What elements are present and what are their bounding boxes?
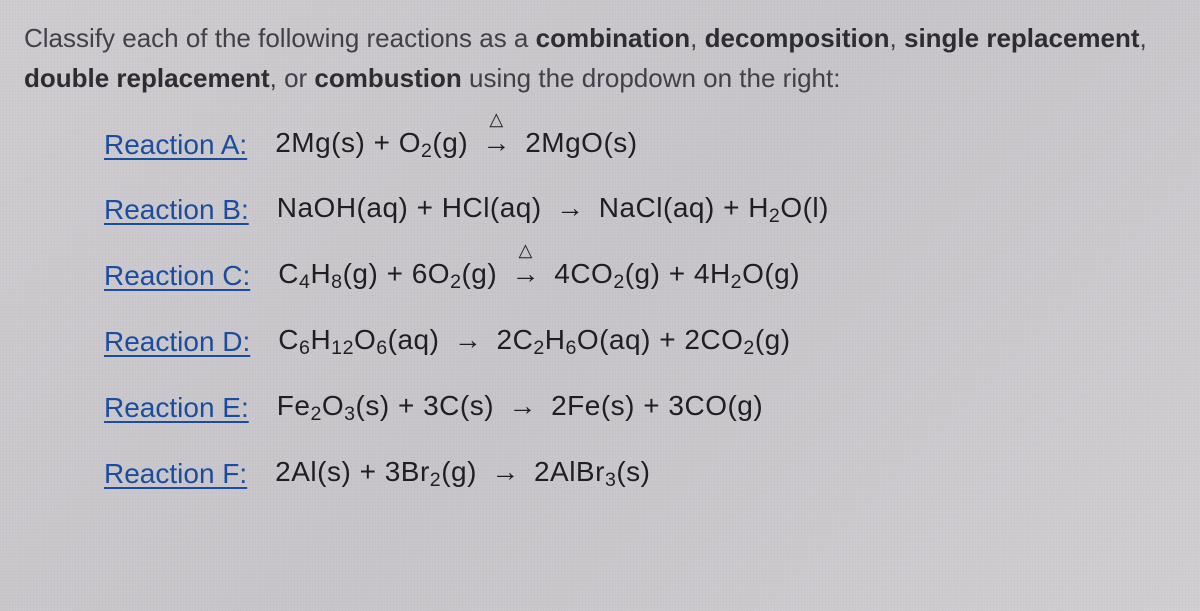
reaction-row-a: Reaction A: 2Mg(s) + O2(g) △→ 2MgO(s): [104, 127, 1176, 163]
reaction-a-equation: 2Mg(s) + O2(g) △→ 2MgO(s): [275, 127, 637, 163]
reaction-c-equation: C4H8(g) + 6O2(g) △→ 4CO2(g) + 4H2O(g): [278, 258, 800, 294]
keyword-single-replacement: single replacement: [904, 23, 1140, 53]
reaction-row-e: Reaction E: Fe2O3(s) + 3C(s) → 2Fe(s) + …: [104, 390, 1176, 426]
sep: ,: [890, 23, 904, 53]
reaction-row-c: Reaction C: C4H8(g) + 6O2(g) △→ 4CO2(g) …: [104, 258, 1176, 294]
reaction-b-link[interactable]: Reaction B:: [104, 194, 249, 226]
reaction-a-link[interactable]: Reaction A:: [104, 129, 247, 161]
sep: ,: [690, 23, 704, 53]
reaction-b-equation: NaOH(aq) + HCl(aq) → NaCl(aq) + H2O(l): [277, 192, 829, 228]
reaction-row-d: Reaction D: C6H12O6(aq) → 2C2H6O(aq) + 2…: [104, 324, 1176, 360]
reaction-e-equation: Fe2O3(s) + 3C(s) → 2Fe(s) + 3CO(g): [277, 390, 763, 426]
instructions-part1: Classify each of the following reactions…: [24, 23, 536, 53]
instructions-part2: using the dropdown on the right:: [462, 63, 841, 93]
question-page: Classify each of the following reactions…: [0, 0, 1200, 492]
instructions-text: Classify each of the following reactions…: [24, 18, 1176, 99]
reaction-e-link[interactable]: Reaction E:: [104, 392, 249, 424]
reaction-f-equation: 2Al(s) + 3Br2(g) → 2AlBr3(s): [275, 456, 650, 492]
reaction-d-equation: C6H12O6(aq) → 2C2H6O(aq) + 2CO2(g): [278, 324, 790, 360]
keyword-combination: combination: [536, 23, 691, 53]
sep: , or: [270, 63, 315, 93]
keyword-double-replacement: double replacement: [24, 63, 270, 93]
reaction-f-link[interactable]: Reaction F:: [104, 458, 247, 490]
reaction-row-b: Reaction B: NaOH(aq) + HCl(aq) → NaCl(aq…: [104, 192, 1176, 228]
sep: ,: [1140, 23, 1147, 53]
reaction-row-f: Reaction F: 2Al(s) + 3Br2(g) → 2AlBr3(s): [104, 456, 1176, 492]
reaction-d-link[interactable]: Reaction D:: [104, 326, 250, 358]
reactions-list: Reaction A: 2Mg(s) + O2(g) △→ 2MgO(s) Re…: [24, 127, 1176, 492]
reaction-c-link[interactable]: Reaction C:: [104, 260, 250, 292]
keyword-decomposition: decomposition: [705, 23, 890, 53]
keyword-combustion: combustion: [314, 63, 461, 93]
